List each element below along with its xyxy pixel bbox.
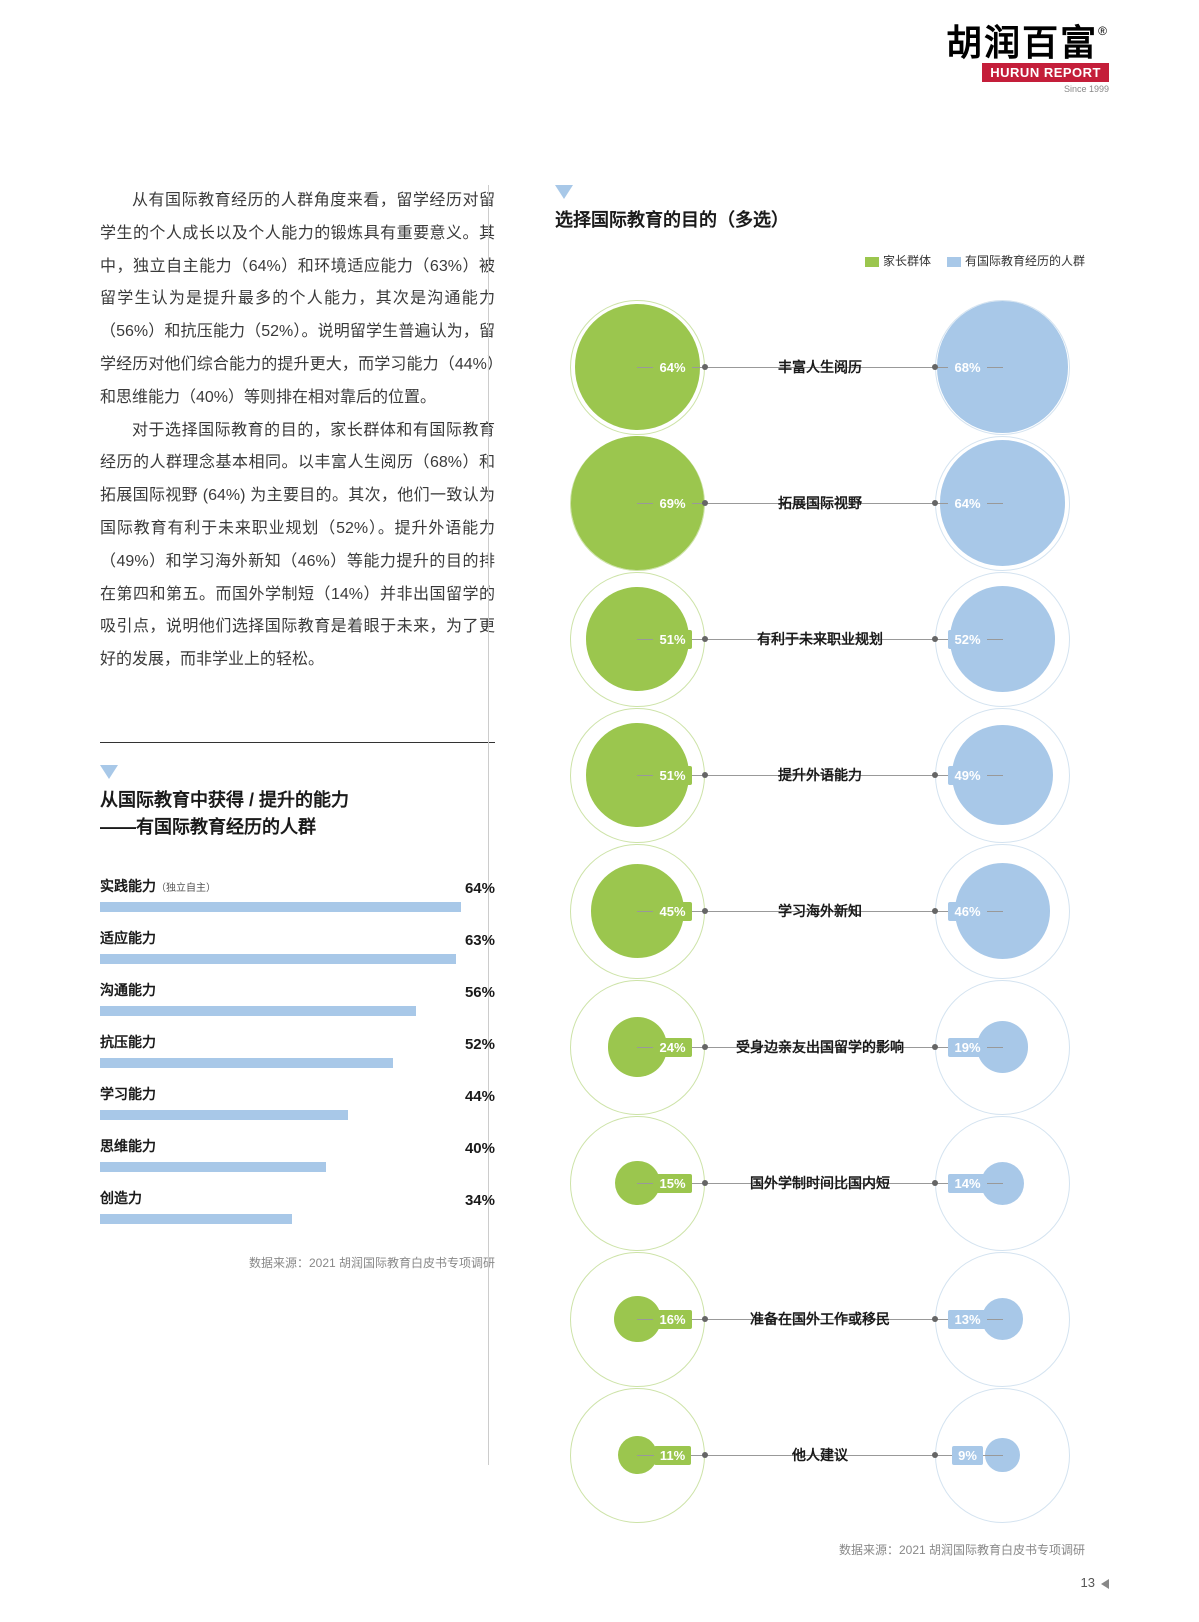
legend-swatch — [947, 257, 961, 267]
bar-row: 抗压能力52% — [100, 1032, 495, 1068]
bubble-row: 15% 国外学制时间比国内短 14% — [555, 1115, 1085, 1251]
paragraph-1: 从有国际教育经历的人群角度来看，留学经历对留学生的个人成长以及个人能力的锻炼具有… — [100, 185, 495, 415]
bar-value: 56% — [465, 984, 495, 1001]
bubble-value-left: 16% — [653, 1310, 691, 1329]
bar-label: 思维能力 — [100, 1136, 495, 1156]
legend-item: 家长群体 — [865, 254, 931, 268]
bar-value: 44% — [465, 1088, 495, 1105]
bar-row: 实践能力（独立自主）64% — [100, 876, 495, 912]
bubble-label: 他人建议 — [720, 1445, 920, 1465]
page-number: 13 — [1081, 1575, 1109, 1590]
source-right: 数据来源：2021 胡润国际教育白皮书专项调研 — [555, 1541, 1085, 1558]
bubble-value-right: 9% — [952, 1446, 983, 1465]
bar-label: 适应能力 — [100, 928, 495, 948]
bar-label: 沟通能力 — [100, 980, 495, 1000]
bar-fill — [100, 902, 461, 912]
triangle-marker-icon — [100, 765, 118, 779]
bar-chart-title: 从国际教育中获得 / 提升的能力 ——有国际教育经历的人群 — [100, 787, 495, 841]
body-text: 从有国际教育经历的人群角度来看，留学经历对留学生的个人成长以及个人能力的锻炼具有… — [100, 185, 495, 677]
paragraph-2: 对于选择国际教育的目的，家长群体和有国际教育经历的人群理念基本相同。以丰富人生阅… — [100, 415, 495, 677]
bar-value: 63% — [465, 932, 495, 949]
source-left: 数据来源：2021 胡润国际教育白皮书专项调研 — [100, 1254, 495, 1271]
bar-row: 思维能力40% — [100, 1136, 495, 1172]
bubble-label: 国外学制时间比国内短 — [720, 1173, 920, 1193]
bubble-row: 24% 受身边亲友出国留学的影响 19% — [555, 979, 1085, 1115]
logo-cn: 胡润百富® — [946, 25, 1109, 61]
logo-since: Since 1999 — [946, 84, 1109, 94]
bubble-value-right: 46% — [948, 902, 986, 921]
bar-row: 沟通能力56% — [100, 980, 495, 1016]
bubble-label: 准备在国外工作或移民 — [720, 1309, 920, 1329]
bubble-value-right: 52% — [948, 630, 986, 649]
bar-fill — [100, 1006, 416, 1016]
bubble-value-left: 51% — [653, 630, 691, 649]
bar-row: 适应能力63% — [100, 928, 495, 964]
bar-fill — [100, 1110, 348, 1120]
bar-row: 创造力34% — [100, 1188, 495, 1224]
bubble-value-left: 11% — [654, 1446, 691, 1465]
bar-chart: 实践能力（独立自主）64% 适应能力63% 沟通能力56% 抗压能力52% 学习能力44… — [100, 876, 495, 1224]
bubble-value-left: 24% — [653, 1038, 691, 1057]
bubble-row: 16% 准备在国外工作或移民 13% — [555, 1251, 1085, 1387]
bubble-value-left: 64% — [653, 358, 691, 377]
bar-value: 52% — [465, 1036, 495, 1053]
bubble-row: 51% 提升外语能力 49% — [555, 707, 1085, 843]
bubble-value-right: 19% — [948, 1038, 986, 1057]
bubble-label: 拓展国际视野 — [720, 493, 920, 513]
triangle-marker-icon — [555, 185, 573, 199]
bar-label: 学习能力 — [100, 1084, 495, 1104]
bar-label: 实践能力（独立自主） — [100, 876, 495, 896]
bubble-value-right: 68% — [948, 358, 986, 377]
bubble-row: 11% 他人建议 9% — [555, 1387, 1085, 1523]
bubble-row: 51% 有利于未来职业规划 52% — [555, 571, 1085, 707]
left-column: 从有国际教育经历的人群角度来看，留学经历对留学生的个人成长以及个人能力的锻炼具有… — [100, 185, 495, 1558]
bubble-value-left: 51% — [653, 766, 691, 785]
bubble-chart: 64%丰富人生阅历68%69%拓展国际视野64%51%有利于未来职业规划52%5… — [555, 289, 1085, 1523]
bar-label: 创造力 — [100, 1188, 495, 1208]
right-column: 选择国际教育的目的（多选） 家长群体 有国际教育经历的人群 64% 丰富人生阅历 68… — [555, 185, 1085, 1558]
bar-value: 40% — [465, 1140, 495, 1157]
page-arrow-icon — [1101, 1579, 1109, 1589]
bar-fill — [100, 1058, 393, 1068]
bar-value: 64% — [465, 880, 495, 897]
bubble-chart-title: 选择国际教育的目的（多选） — [555, 207, 1085, 234]
bubble-value-right: 14% — [948, 1174, 986, 1193]
bar-label: 抗压能力 — [100, 1032, 495, 1052]
bar-fill — [100, 1214, 292, 1224]
bubble-value-right: 13% — [948, 1310, 986, 1329]
bar-value: 34% — [465, 1192, 495, 1209]
bubble-value-left: 15% — [653, 1174, 691, 1193]
bubble-row: 69% 拓展国际视野 64% — [555, 435, 1085, 571]
bubble-value-right: 49% — [948, 766, 986, 785]
bubble-label: 学习海外新知 — [720, 901, 920, 921]
bubble-value-left: 69% — [653, 494, 691, 513]
bubble-row: 45% 学习海外新知 46% — [555, 843, 1085, 979]
bubble-row: 64% 丰富人生阅历 68% — [555, 299, 1085, 435]
bubble-value-left: 45% — [653, 902, 691, 921]
logo: 胡润百富® HURUN REPORT Since 1999 — [946, 25, 1109, 94]
bubble-value-right: 64% — [948, 494, 986, 513]
bubble-label: 受身边亲友出国留学的影响 — [720, 1037, 920, 1057]
bar-fill — [100, 1162, 326, 1172]
section-divider — [100, 742, 495, 743]
legend-item: 有国际教育经历的人群 — [947, 254, 1085, 268]
bubble-label: 提升外语能力 — [720, 765, 920, 785]
bar-fill — [100, 954, 456, 964]
legend-swatch — [865, 257, 879, 267]
bar-row: 学习能力44% — [100, 1084, 495, 1120]
bubble-label: 丰富人生阅历 — [720, 357, 920, 377]
bubble-label: 有利于未来职业规划 — [720, 629, 920, 649]
chart-legend: 家长群体 有国际教育经历的人群 — [555, 252, 1085, 269]
column-divider — [488, 185, 489, 1465]
logo-en: HURUN REPORT — [982, 63, 1109, 82]
